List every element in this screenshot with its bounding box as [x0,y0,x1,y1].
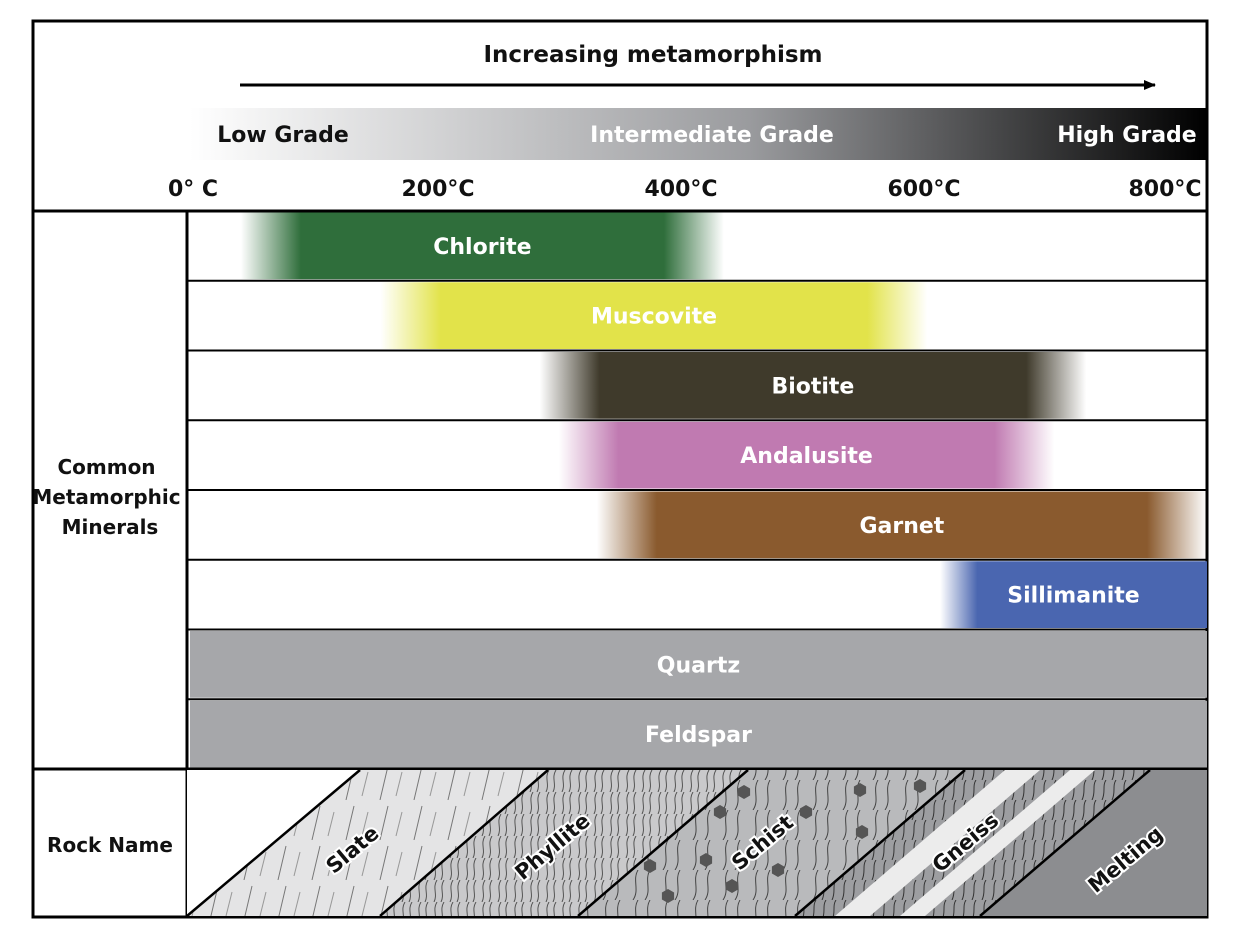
minerals-heading: Common Metamorphic Minerals [32,455,187,539]
rock-boundary [186,769,361,917]
mineral-label-chlorite: Chlorite [433,235,531,260]
rock-heading: Rock Name [47,833,173,857]
diagram-title: Increasing metamorphism [483,42,822,68]
row-lines [187,279,1207,701]
garnet-crystal [661,889,675,903]
outer-frame [31,19,1209,919]
rock-boundary [577,769,749,917]
rock-band: Slate Phyllite Schist Gneiss Melting [186,769,1207,917]
rock-zone-phyllite [380,770,748,916]
mineral-bars: Chlorite Muscovite Biotite Andalusite Garnet… [190,212,1207,768]
temp-label-200: 200°C [401,177,474,202]
temp-label-0: 0° C [168,177,218,202]
mineral-label-biotite: Biotite [771,374,854,399]
mineral-bar-feldspar [190,700,1207,768]
gneiss-band [835,770,1040,916]
rock-boundary [379,769,549,917]
intermediate-grade-label: Intermediate Grade [590,123,834,148]
temp-label-600: 600°C [887,177,960,202]
temperature-axis: 0° C 200°C 400°C 600°C 800°C [168,177,1202,202]
mineral-label-feldspar: Feldspar [645,723,752,748]
mineral-bar-garnet [596,491,1207,559]
mineral-bar-quartz [190,631,1207,698]
rock-zone-slate [187,770,548,916]
mineral-bar-andalusite [558,421,1055,489]
garnet-crystal [699,853,713,867]
rock-boundary [979,769,1151,917]
garnet-crystal [913,779,927,793]
minerals-heading-line-1: Common [57,455,155,479]
garnet-crystal [737,785,751,799]
mineral-bar-sillimanite [940,561,1207,628]
garnet-crystal [853,783,867,797]
mineral-label-sillimanite: Sillimanite [1007,584,1139,609]
rock-zone-schist [578,770,965,916]
mineral-label-andalusite: Andalusite [740,444,873,469]
mineral-label-quartz: Quartz [657,653,740,678]
garnet-crystal [643,859,657,873]
minerals-heading-line-2: Metamorphic [32,485,180,509]
minerals-heading-line-3: Minerals [62,515,159,539]
mineral-bar-muscovite [380,282,928,349]
temp-label-400: 400°C [644,177,717,202]
rock-boundary [794,769,966,917]
garnet-crystal [725,879,739,893]
mineral-bar-biotite [539,352,1087,419]
garnet-crystal [713,805,727,819]
mineral-bar-chlorite [240,212,724,280]
low-grade-label: Low Grade [217,123,349,148]
garnet-crystal [855,825,869,839]
garnet-crystal [771,863,785,877]
mineral-label-garnet: Garnet [859,514,944,539]
temp-label-800: 800°C [1128,177,1201,202]
rock-zone-melting [980,770,1207,916]
grade-gradient-bar [190,108,1207,160]
high-grade-label: High Grade [1057,123,1196,148]
garnet-crystal [799,805,813,819]
gneiss-band [900,770,1095,916]
mineral-label-muscovite: Muscovite [591,305,717,330]
